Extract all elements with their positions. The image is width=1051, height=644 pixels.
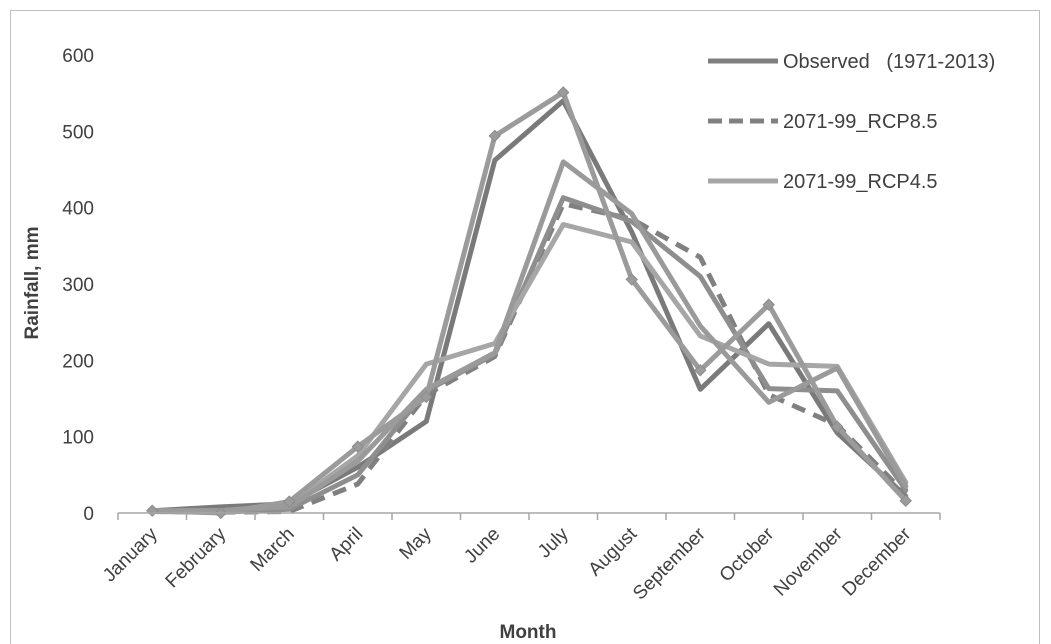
- series-point-marker: [762, 298, 775, 311]
- series-line-3: [149, 222, 909, 514]
- y-tick-label: 200: [62, 351, 94, 372]
- x-tick-label: September: [629, 523, 710, 604]
- x-tick-label: October: [716, 523, 779, 586]
- y-axis-title: Rainfall, mm: [22, 227, 43, 340]
- series-point-marker: [351, 440, 364, 453]
- x-tick-label: November: [770, 523, 847, 600]
- series-point-marker: [899, 494, 912, 507]
- series-point-marker: [831, 420, 844, 433]
- series-point-marker: [488, 129, 501, 143]
- x-tick-label: March: [247, 524, 299, 576]
- x-tick-label: January: [99, 523, 162, 586]
- x-axis-title: Month: [500, 622, 557, 643]
- series-line-2: [149, 195, 909, 515]
- series-point-marker: [557, 86, 570, 99]
- legend-label-rcp45: 2071-99_RCP4.5: [783, 171, 938, 193]
- x-tick-label: December: [838, 523, 915, 600]
- series-line-4: [149, 159, 909, 514]
- series-point-marker: [625, 273, 638, 286]
- legend-label-rcp85: 2071-99_RCP8.5: [783, 111, 938, 133]
- chart-frame: [10, 10, 1040, 644]
- series-line-0: [149, 98, 909, 514]
- series-point-marker: [283, 495, 296, 508]
- series-point-marker: [146, 504, 159, 517]
- x-tick-label: June: [460, 524, 504, 568]
- legend-label-observed: Observed (1971-2013): [783, 51, 995, 73]
- y-tick-label: 600: [62, 46, 94, 67]
- x-tick-label: May: [396, 523, 437, 564]
- x-tick-label: February: [162, 523, 231, 592]
- series-point-marker: [694, 364, 707, 377]
- y-tick-label: 100: [62, 428, 94, 449]
- y-tick-label: 0: [83, 504, 94, 525]
- series-point-marker: [420, 390, 433, 404]
- y-tick-label: 300: [62, 275, 94, 296]
- legend: Observed (1971-2013) 2071-99_RCP8.5 2071…: [708, 51, 995, 193]
- x-tick-label: July: [534, 523, 573, 562]
- x-tick-label: August: [585, 523, 642, 580]
- y-tick-label: 500: [62, 122, 94, 143]
- y-tick-label: 400: [62, 199, 94, 220]
- series-layer: [146, 86, 912, 520]
- series-line-5: [149, 89, 909, 516]
- x-tick-label: April: [326, 524, 368, 566]
